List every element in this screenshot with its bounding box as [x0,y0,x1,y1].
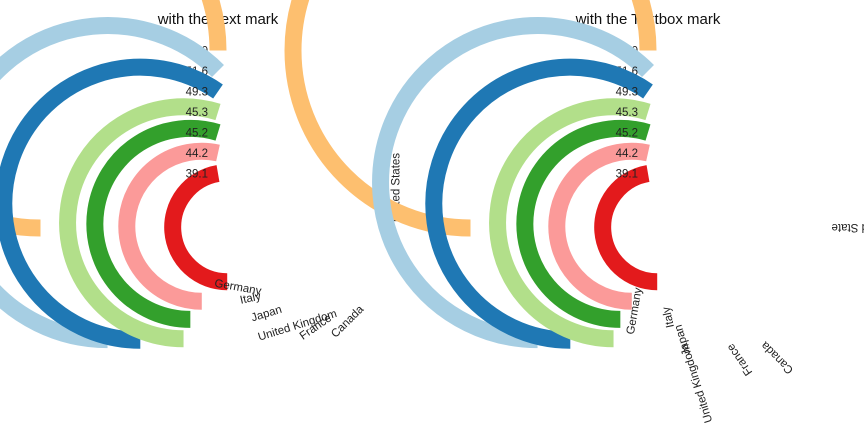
value-label: 49.3 [616,87,638,99]
category-label: Japan [250,304,283,325]
category-label: Canada [759,338,796,376]
value-label: 45.2 [186,128,208,140]
ring-bar [59,98,221,348]
value-label: 39.1 [186,169,208,181]
ring-bar [0,17,224,349]
ring-bar [489,98,651,348]
ring-bar [164,165,228,291]
ring-bar [548,142,650,310]
value-label: 45.3 [186,107,208,119]
ring-bar [425,58,653,349]
category-label: France [725,341,755,377]
value-label: 44.2 [616,148,638,160]
value-label: 49.3 [186,87,208,99]
value-label: 45.3 [616,107,638,119]
category-label: Italy [661,305,677,328]
value-label: 45.2 [616,128,638,140]
ring-bar [516,119,651,328]
ring-bar [284,0,657,237]
value-label: 39.1 [616,169,638,181]
category-label: Italy [239,290,262,306]
ring-bar [594,165,658,291]
ring-bar [86,119,221,328]
value-label: 44.2 [186,148,208,160]
ring-bar [372,17,654,349]
category-label: United State [832,221,864,233]
ring-bar [118,142,220,310]
category-label: Japan [673,323,694,356]
ring-bar [0,58,223,349]
